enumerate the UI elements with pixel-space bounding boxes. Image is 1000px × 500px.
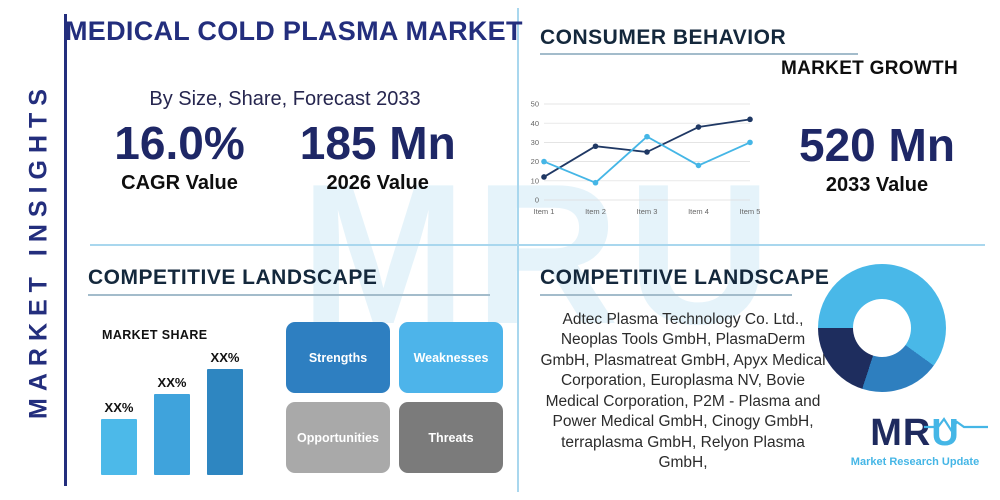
competitive-landscape-right-underline [540, 294, 792, 296]
logo-pulse-icon [924, 417, 988, 432]
bar-value-label: XX% [104, 400, 134, 415]
svg-text:40: 40 [531, 119, 539, 128]
mru-logo: MRU Market Research Update [836, 412, 994, 468]
svg-text:Item 3: Item 3 [637, 207, 658, 216]
competitive-landscape-left-title: COMPETITIVE LANDSCAPE [88, 266, 378, 289]
consumer-behavior-title: CONSUMER BEHAVIOR [540, 26, 787, 49]
competitive-landscape-left-underline [88, 294, 490, 296]
page-subtitle: By Size, Share, Forecast 2033 [149, 88, 421, 110]
swot-grid: Strengths Weaknesses Opportunities Threats [286, 322, 503, 473]
swot-box-strengths: Strengths [286, 322, 390, 393]
consumer-behavior-underline [540, 53, 858, 55]
bar [207, 368, 243, 475]
donut-chart [818, 264, 946, 392]
companies-list: Adtec Plasma Technology Co. Ltd., Neopla… [540, 311, 826, 472]
logo-letter-r: R [902, 412, 932, 454]
bar [154, 393, 190, 475]
bar-column: XX% [153, 375, 191, 475]
sidebar-vertical-title: MARKET INSIGHTS [24, 82, 53, 419]
cagr-value: 16.0% [114, 117, 245, 169]
svg-text:Item 4: Item 4 [688, 207, 709, 216]
bar-column: XX% [100, 400, 138, 475]
value-2026: 185 Mn [299, 117, 456, 169]
swot-box-weaknesses: Weaknesses [399, 322, 503, 393]
market-share-bars: XX% XX% XX% [100, 347, 244, 475]
logo-letters: MRU [836, 412, 994, 454]
swot-box-opportunities: Opportunities [286, 402, 390, 473]
donut-hole [853, 299, 911, 357]
center-vertical-divider [517, 8, 519, 492]
logo-letter-m: M [870, 412, 903, 454]
market-growth-title: MARKET GROWTH [781, 58, 958, 79]
swot-box-threats: Threats [399, 402, 503, 473]
bar [101, 419, 137, 475]
stats-row: 16.0% CAGR Value 185 Mn 2026 Value [65, 118, 505, 195]
bar-value-label: XX% [210, 349, 240, 365]
value-2026-stat: 185 Mn 2026 Value [300, 118, 456, 195]
value-2033-stat: 520 Mn 2033 Value [788, 120, 966, 197]
svg-text:Item 1: Item 1 [534, 207, 555, 216]
svg-text:Item 2: Item 2 [585, 207, 606, 216]
sidebar-divider-line [64, 14, 67, 486]
svg-text:0: 0 [535, 196, 539, 205]
svg-text:30: 30 [531, 138, 539, 147]
consumer-line-chart: 0 10 20 30 40 50 Item 1 Item 2 Item 3 Item 4 Item … [531, 100, 760, 216]
svg-text:20: 20 [531, 157, 539, 166]
svg-text:Item 5: Item 5 [740, 207, 760, 216]
value-2033-label: 2033 Value [825, 173, 929, 196]
cagr-label: CAGR Value [121, 171, 238, 194]
bar-value-label: XX% [157, 374, 187, 390]
bar-column: XX% [206, 350, 244, 475]
market-share-label: MARKET SHARE [102, 328, 208, 342]
page-title: MEDICAL COLD PLASMA MARKET [65, 16, 523, 46]
competitive-landscape-right-title: COMPETITIVE LANDSCAPE [540, 266, 830, 289]
svg-text:50: 50 [531, 100, 539, 109]
svg-text:10: 10 [531, 176, 539, 185]
value-2026-label: 2026 Value [326, 171, 429, 194]
center-horizontal-divider [90, 244, 985, 246]
cagr-stat: 16.0% CAGR Value [114, 118, 244, 195]
value-2033: 520 Mn [799, 119, 955, 171]
logo-subtext: Market Research Update [850, 455, 980, 468]
